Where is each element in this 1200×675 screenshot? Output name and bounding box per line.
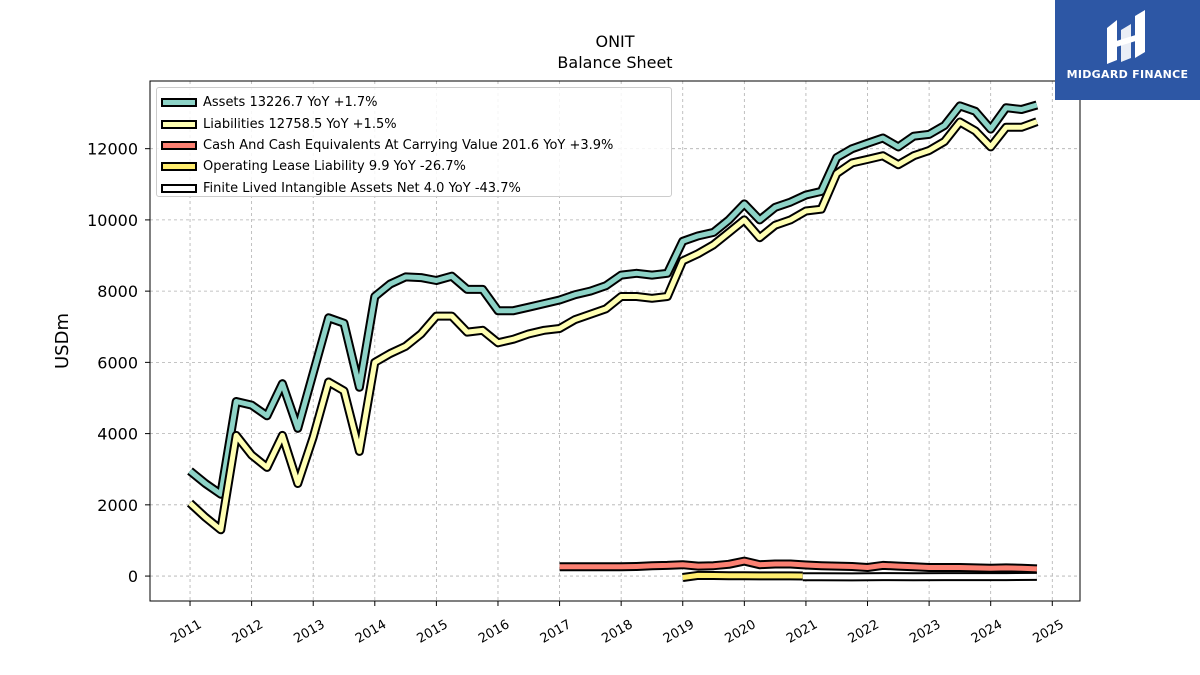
x-tick-label: 2016: [476, 617, 512, 647]
x-tick-label: 2015: [415, 617, 451, 647]
legend-item: Finite Lived Intangible Assets Net 4.0 Y…: [157, 178, 671, 199]
x-tick-label: 2024: [969, 617, 1005, 647]
legend-swatch: [161, 98, 197, 108]
y-tick-label: 2000: [97, 496, 138, 515]
x-axis: 2011 2012 2013 2014 2015 2016 2017 2018 2019 2020…: [168, 601, 1067, 647]
legend-swatch: [161, 119, 197, 129]
x-tick-label: 2025: [1030, 617, 1066, 647]
legend-label: Cash And Cash Equivalents At Carrying Va…: [203, 137, 614, 153]
legend-item: Liabilities 12758.5 YoY +1.5%: [157, 113, 671, 134]
series-line-cash-and-cash-equivalents-at-carrying-value: [559, 558, 1038, 572]
legend-swatch: [161, 183, 197, 193]
y-tick-label: 8000: [97, 282, 138, 301]
brand-name: MIDGARD FINANCE: [1066, 68, 1189, 81]
x-tick-label: 2012: [230, 617, 266, 647]
legend-label: Liabilities 12758.5 YoY +1.5%: [203, 116, 397, 132]
chart-title: ONIT: [595, 32, 635, 51]
x-tick-label: 2022: [846, 617, 882, 647]
y-tick-label: 0: [128, 567, 138, 586]
legend-item: Operating Lease Liability 9.9 YoY -26.7%: [157, 156, 671, 177]
legend-label: Finite Lived Intangible Assets Net 4.0 Y…: [203, 180, 521, 196]
legend-swatch: [161, 162, 197, 172]
legend-item: Assets 13226.7 YoY +1.7%: [157, 92, 671, 113]
plot-frame: [149, 80, 1081, 602]
brand-logo: MIDGARD FINANCE: [1055, 0, 1200, 100]
series-line-liabilities: [188, 119, 1038, 533]
x-tick-label: 2014: [353, 617, 389, 647]
y-tick-label: 10000: [87, 211, 138, 230]
series-line-assets: [188, 102, 1038, 497]
x-tick-label: 2011: [168, 617, 204, 647]
x-tick-label: 2023: [907, 617, 943, 647]
midgard-logo-icon: [1107, 10, 1145, 64]
legend-item: Cash And Cash Equivalents At Carrying Va…: [157, 135, 671, 156]
legend-label: Operating Lease Liability 9.9 YoY -26.7%: [203, 159, 466, 175]
x-tick-label: 2019: [661, 617, 697, 647]
series-line-operating-lease-liability: [682, 572, 803, 580]
y-tick-label: 4000: [97, 425, 138, 444]
chart-subtitle: Balance Sheet: [557, 53, 673, 72]
legend-label: Assets 13226.7 YoY +1.7%: [203, 95, 378, 111]
legend-swatch: [161, 140, 197, 150]
x-tick-label: 2020: [723, 617, 759, 647]
legend: Assets 13226.7 YoY +1.7% Liabilities 1275…: [156, 87, 672, 197]
x-tick-label: 2021: [784, 617, 820, 647]
y-axis: 0 2000 4000 6000 8000 10000 12000: [87, 140, 150, 586]
series-layer: [186, 100, 1039, 582]
series-line-finite-lived-intangible-assets-net: [802, 573, 1037, 580]
y-tick-label: 12000: [87, 140, 138, 159]
x-tick-label: 2017: [538, 617, 574, 647]
x-tick-label: 2018: [599, 617, 635, 647]
y-tick-label: 6000: [97, 353, 138, 372]
y-axis-label: USDm: [52, 313, 73, 369]
x-tick-label: 2013: [291, 617, 327, 647]
